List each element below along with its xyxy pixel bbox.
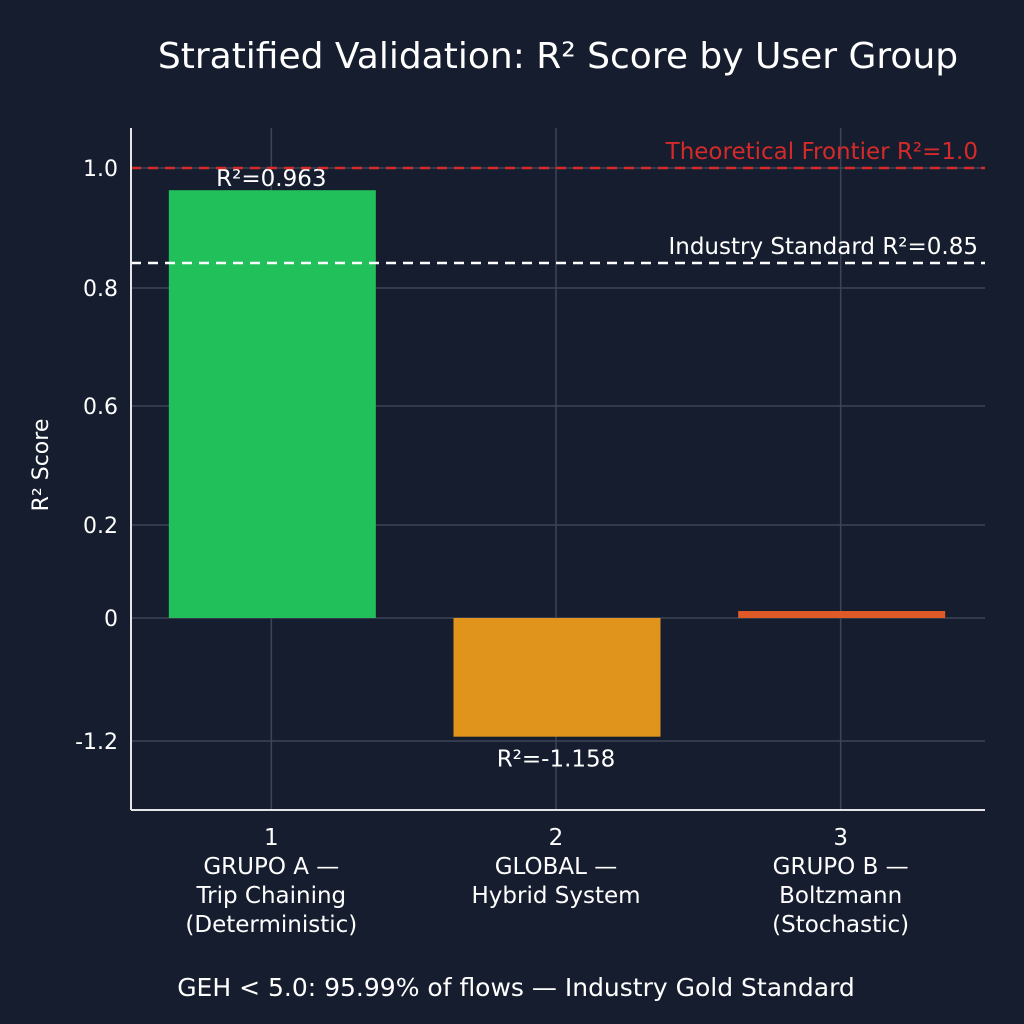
y-tick-label: 1.0 <box>83 157 118 182</box>
x-tick-label: Boltzmann <box>779 883 902 909</box>
reference-line-label: Theoretical Frontier R²=1.0 <box>665 139 978 165</box>
axes <box>130 128 985 811</box>
reference-line-label: Industry Standard R²=0.85 <box>668 234 978 260</box>
x-tick-label: (Deterministic) <box>185 912 357 938</box>
x-tick-label: Trip Chaining <box>195 883 346 909</box>
x-tick-label: GRUPO A — <box>203 854 339 880</box>
x-tick-index: 2 <box>549 825 564 851</box>
x-tick-label: (Stochastic) <box>772 912 909 938</box>
reference-lines: Theoretical Frontier R²=1.0 Industry Stan… <box>131 139 985 265</box>
bars: R²=0.963 R²=-1.158 <box>168 166 946 773</box>
bar-3 <box>738 611 946 618</box>
footnote: GEH < 5.0: 95.99% of flows — Industry Go… <box>177 973 855 1002</box>
y-tick-label: 0.8 <box>83 277 118 302</box>
y-axis-label: R² Score <box>29 419 54 512</box>
x-tick-label: GRUPO B — <box>773 854 909 880</box>
y-tick-label: 0.6 <box>83 395 118 420</box>
y-tick-label: 0 <box>104 607 118 632</box>
x-tick-index: 3 <box>833 825 848 851</box>
data-label-2: R²=-1.158 <box>497 747 616 773</box>
bar-2 <box>453 618 661 737</box>
y-tick-label: 0.2 <box>83 514 118 539</box>
y-tick-label: -1.2 <box>75 730 118 755</box>
x-tick-labels: 1 GRUPO A — Trip Chaining (Deterministic) 2 G… <box>185 825 909 938</box>
bar-1 <box>168 190 376 618</box>
data-label-1: R²=0.963 <box>216 166 326 192</box>
x-tick-label: Hybrid System <box>471 883 640 909</box>
x-tick-label: GLOBAL — <box>495 854 618 880</box>
x-tick-index: 1 <box>264 825 279 851</box>
y-ticks: 1.0 0.8 0.6 0.2 0 -1.2 <box>75 157 118 755</box>
chart-title: Stratified Validation: R² Score by User … <box>158 36 958 77</box>
